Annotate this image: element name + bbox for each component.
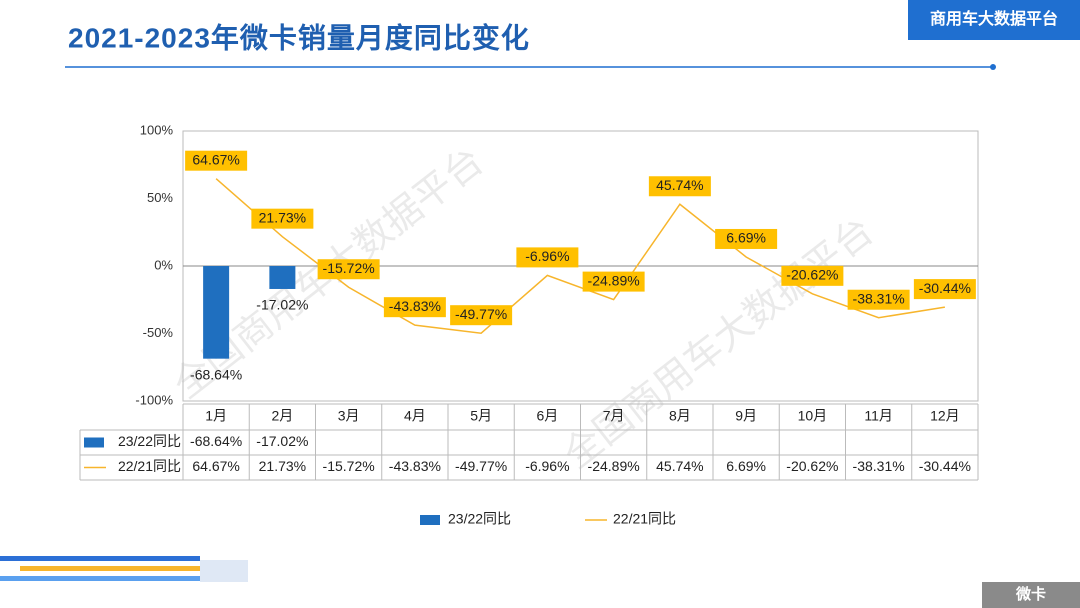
label-box xyxy=(648,176,711,197)
table-cell: -49.77% xyxy=(455,458,507,474)
table-cell: -15.72% xyxy=(323,458,375,474)
x-tick-label: 8月 xyxy=(669,408,691,424)
x-tick-label: 4月 xyxy=(404,408,426,424)
table-cell: 21.73% xyxy=(259,458,306,474)
data-label: -49.77% xyxy=(455,306,507,322)
data-label: 21.73% xyxy=(259,209,306,225)
x-tick-label: 3月 xyxy=(338,408,360,424)
label-box xyxy=(317,259,380,280)
y-tick-label: 100% xyxy=(140,122,174,137)
legend-key xyxy=(420,515,440,525)
data-label: 6.69% xyxy=(726,230,766,246)
data-label: -6.96% xyxy=(525,248,569,264)
data-label: -20.62% xyxy=(786,267,838,283)
data-label: -17.02% xyxy=(256,297,308,313)
table-cell: -68.64% xyxy=(190,433,242,449)
data-label: -15.72% xyxy=(323,260,375,276)
badge: 商用车大数据平台 xyxy=(930,9,1058,28)
table-series-name: 22/21同比 xyxy=(118,458,181,474)
table-cell: 6.69% xyxy=(726,458,766,474)
badge-box xyxy=(908,0,1080,40)
legend-label: 22/21同比 xyxy=(613,511,676,527)
legend-label: 23/22同比 xyxy=(448,511,511,527)
x-tick-label: 5月 xyxy=(470,408,492,424)
label-box xyxy=(781,265,844,286)
x-tick-label: 11月 xyxy=(864,408,893,424)
label-box xyxy=(582,271,645,292)
y-tick-label: 50% xyxy=(147,190,173,205)
truck-graphic xyxy=(0,556,248,582)
rule-dot xyxy=(990,64,996,70)
label-box xyxy=(185,150,248,171)
table-cell: -24.89% xyxy=(588,458,640,474)
x-tick-label: 9月 xyxy=(735,408,757,424)
data-label: -43.83% xyxy=(389,298,441,314)
x-tick-label: 6月 xyxy=(536,408,558,424)
table-cell: 64.67% xyxy=(192,458,239,474)
data-label: -38.31% xyxy=(853,290,905,306)
table-key xyxy=(84,437,104,448)
title: 2021-2023年微卡销量月度同比变化 xyxy=(68,21,530,53)
label-box xyxy=(450,305,513,326)
data-label: -24.89% xyxy=(588,272,640,288)
data-label: 64.67% xyxy=(192,151,239,167)
footer-badge: 微卡 xyxy=(1015,585,1046,603)
x-tick-label: 2月 xyxy=(271,408,293,424)
label-box xyxy=(383,297,446,318)
table-cell: -6.96% xyxy=(525,458,569,474)
bar xyxy=(269,266,296,289)
bar xyxy=(203,266,230,359)
x-tick-label: 1月 xyxy=(205,408,227,424)
y-tick-label: -50% xyxy=(143,325,174,340)
label-box xyxy=(251,208,314,229)
y-tick-label: 0% xyxy=(154,257,173,272)
table-cell: -43.83% xyxy=(389,458,441,474)
y-tick-label: -100% xyxy=(135,392,173,407)
data-label: -30.44% xyxy=(919,280,971,296)
table-cell: -38.31% xyxy=(853,458,905,474)
watermark: 全国商用车大数据平台 xyxy=(556,210,881,477)
label-box xyxy=(847,289,910,310)
data-label: -68.64% xyxy=(190,366,242,382)
data-label: 45.74% xyxy=(656,177,703,193)
label-box xyxy=(715,228,778,249)
label-box xyxy=(913,279,976,300)
table-cell: 45.74% xyxy=(656,458,703,474)
table-cell: -20.62% xyxy=(786,458,838,474)
table-series-name: 23/22同比 xyxy=(118,433,181,449)
table-cell: -30.44% xyxy=(919,458,971,474)
label-box xyxy=(516,247,579,268)
x-tick-label: 7月 xyxy=(603,408,625,424)
footer-box xyxy=(982,582,1080,608)
x-tick-label: 10月 xyxy=(798,408,828,424)
x-tick-label: 12月 xyxy=(930,408,960,424)
table-cell: -17.02% xyxy=(256,433,308,449)
